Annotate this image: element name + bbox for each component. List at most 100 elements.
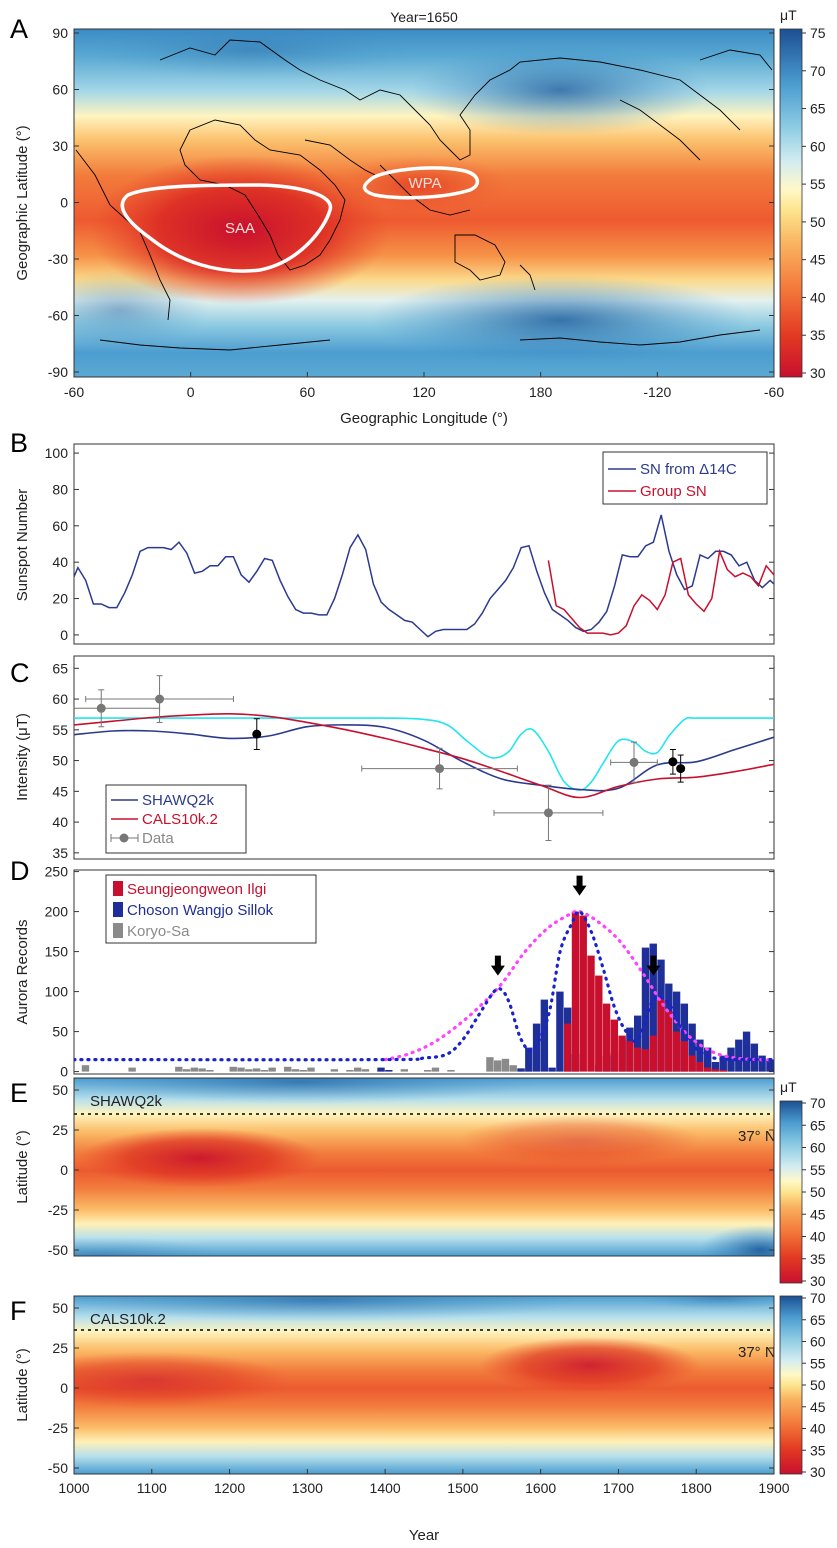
bar-choson-wangjo-sillok xyxy=(688,1023,696,1072)
panel-f-title: CALS10k.2 xyxy=(90,1311,166,1328)
panel-e-colorbar-tick-label: 70 xyxy=(810,1095,826,1111)
map-heatmap: SAA WPA xyxy=(74,29,774,377)
panel-d-ytick-label: 0 xyxy=(60,1064,68,1080)
bar-seungjeongweon-ilgi xyxy=(665,1011,673,1072)
panel-a-ytick-label: 0 xyxy=(60,195,68,211)
bar-koryo-sa xyxy=(284,1066,292,1072)
panel-b-ylabel: Sunspot Number xyxy=(14,489,31,602)
bar-choson-wangjo-sillok xyxy=(704,1047,712,1072)
panel-e-reference: 37° N xyxy=(738,1128,776,1145)
legend-label-seungjeongweon: Seungjeongweon Ilgi xyxy=(127,881,266,898)
bar-choson-wangjo-sillok xyxy=(680,1003,689,1072)
panel-letter-f: F xyxy=(10,1296,27,1326)
bar-choson-wangjo-sillok xyxy=(517,1068,525,1072)
panel-a-xtick-label: 120 xyxy=(412,384,436,400)
panel-d: D 250 200 150 100 50 0 Aurora Records Seungje… xyxy=(10,856,789,1080)
panel-f-colorbar-tick-label: 40 xyxy=(810,1421,826,1437)
panel-e-yticks: 50 25 0 -25 -50 xyxy=(48,1082,774,1258)
panel-a-ytick-label: -60 xyxy=(48,308,68,324)
panel-letter-e: E xyxy=(10,1078,28,1108)
panel-a-ytick-label: 60 xyxy=(52,82,68,98)
panel-c-ytick-label: 60 xyxy=(52,691,68,707)
bar-koryo-sa xyxy=(182,1069,191,1072)
panel-a-xtick-label: -60 xyxy=(64,384,84,400)
arrow-down-icon xyxy=(572,875,587,896)
bar-koryo-sa xyxy=(245,1069,253,1072)
panel-d-ylabel: Aurora Records xyxy=(14,919,31,1024)
panel-b-legend-box xyxy=(602,451,768,505)
bar-koryo-sa xyxy=(494,1060,502,1072)
panel-e-colorbar-tick-label: 35 xyxy=(810,1251,826,1267)
panel-d-legend: Seungjeongweon Ilgi Choson Wangjo Sillok… xyxy=(105,874,317,944)
panel-letter-d: D xyxy=(10,856,30,886)
bar-seungjeongweon-ilgi xyxy=(641,1049,650,1072)
panel-a-colorbar-ticks: 75 70 65 60 55 50 45 40 35 30 xyxy=(802,25,826,381)
panel-f: F CALS10k.2 37° N 50 25 0 -25 -50 1000 1100 12… xyxy=(10,1290,826,1544)
panel-f-xtick-label: 1300 xyxy=(292,1480,323,1496)
data-point-marker xyxy=(435,764,445,774)
panel-b-frame xyxy=(73,443,775,645)
panel-a-colorbar-tick-label: 75 xyxy=(810,25,826,41)
panel-e-ytick-label: 0 xyxy=(60,1162,68,1178)
panel-b-plot xyxy=(74,514,774,638)
wpa-label: WPA xyxy=(408,175,441,192)
panel-a-xtick-label: -120 xyxy=(643,384,671,400)
panel-b-ytick-label: 20 xyxy=(52,591,68,607)
panel-c-plot xyxy=(74,675,774,842)
wpa-contour xyxy=(362,166,480,200)
panel-d-ytick-label: 50 xyxy=(52,1024,68,1040)
bar-seungjeongweon-ilgi xyxy=(626,1041,634,1072)
coastlines xyxy=(75,39,773,351)
panel-e-ytick-label: -50 xyxy=(48,1242,68,1258)
bar-koryo-sa xyxy=(424,1070,432,1072)
bar-koryo-sa xyxy=(431,1067,440,1072)
panel-e-colorbar-tick-label: 65 xyxy=(810,1117,826,1133)
panel-f-colorbar-tick-label: 35 xyxy=(810,1442,826,1458)
panel-b-ytick-label: 40 xyxy=(52,554,68,570)
bar-choson-wangjo-sillok xyxy=(766,1059,774,1072)
panel-d-plot xyxy=(74,875,789,1072)
panel-e-colorbar-tick-label: 50 xyxy=(810,1184,826,1200)
panel-f-colorbar-tick-label: 45 xyxy=(810,1399,826,1415)
panel-c-ylabel: Intensity (μT) xyxy=(14,713,31,801)
panel-c-ytick-label: 50 xyxy=(52,753,68,769)
bar-choson-wangjo-sillok xyxy=(782,1068,789,1071)
panel-f-xtick-label: 1900 xyxy=(758,1480,789,1496)
panel-e-colorbar-tick-label: 45 xyxy=(810,1206,826,1222)
bar-koryo-sa xyxy=(307,1067,315,1072)
legend-label-koryo: Koryo-Sa xyxy=(127,923,190,940)
panel-f-xtick-label: 1000 xyxy=(58,1480,89,1496)
dotted-magenta-curve xyxy=(383,909,774,1062)
data-point-marker xyxy=(629,757,639,767)
panel-d-yticks: 250 200 150 100 50 0 xyxy=(45,864,774,1080)
data-point-marker xyxy=(668,757,678,767)
panel-b-legend: SN from Δ14C Group SN xyxy=(602,451,768,505)
panel-f-colorbar-tick-label: 65 xyxy=(810,1312,826,1328)
panel-e-colorbar-tick-label: 30 xyxy=(810,1273,826,1289)
panel-f-reference: 37° N xyxy=(738,1344,776,1361)
panel-a-title: Year=1650 xyxy=(390,9,458,25)
bar-koryo-sa xyxy=(206,1070,214,1072)
panel-e-ytick-label: -25 xyxy=(48,1202,68,1218)
bar-choson-wangjo-sillok xyxy=(385,1070,393,1072)
bar-choson-wangjo-sillok xyxy=(634,1015,642,1072)
bar-koryo-sa xyxy=(299,1070,307,1072)
bar-choson-wangjo-sillok xyxy=(548,1067,556,1072)
bar-seungjeongweon-ilgi xyxy=(696,1062,704,1072)
panel-e-colorbar-unit: μT xyxy=(780,1079,797,1095)
arrow-down-icon xyxy=(646,955,661,976)
panel-f-colorbar xyxy=(779,1295,803,1475)
panel-f-frame xyxy=(73,1295,775,1475)
saa-label: SAA xyxy=(225,220,255,237)
panel-b: B 100 80 60 40 20 0 Sunspot Number SN from Δ1… xyxy=(10,428,775,645)
bar-choson-wangjo-sillok xyxy=(556,991,564,1072)
panel-d-frame xyxy=(73,869,775,1075)
panel-d-ytick-label: 250 xyxy=(45,864,69,880)
bar-koryo-sa xyxy=(447,1070,455,1072)
panel-f-heatmap xyxy=(74,1296,774,1474)
legend-swatch-seungjeongweon xyxy=(113,881,123,896)
panel-f-colorbar-tick-label: 70 xyxy=(810,1290,826,1306)
bar-seungjeongweon-ilgi xyxy=(634,1047,642,1072)
panel-a-ytick-label: -30 xyxy=(48,251,68,267)
